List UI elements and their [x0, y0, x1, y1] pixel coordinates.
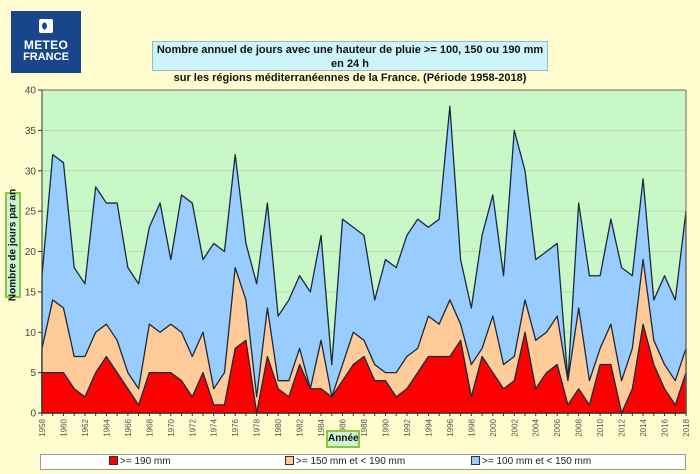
y-tick-label: 40: [25, 86, 37, 97]
x-tick-label: 1972: [188, 418, 197, 436]
x-tick-label: 1974: [210, 418, 219, 436]
x-tick-label: 2012: [618, 418, 627, 436]
y-tick-label: 10: [25, 328, 37, 339]
y-axis-label-box: Nombre de jours par an: [5, 189, 21, 301]
x-tick-label: 2016: [661, 418, 670, 436]
x-tick-label: 2004: [532, 418, 541, 436]
x-tick-label: 1988: [360, 418, 369, 436]
legend-label: >= 190 mm: [120, 456, 171, 467]
series-area-ge190: [41, 323, 687, 414]
meteo-france-emblem-icon: [39, 19, 53, 33]
y-tick-label: 5: [30, 368, 36, 379]
x-tick-label: 1962: [81, 418, 90, 436]
legend-item-ge100: >= 100 mm et < 150 mm: [471, 456, 591, 468]
x-tick-label: 1960: [59, 418, 68, 436]
x-tick-label: 1990: [381, 418, 390, 436]
x-tick-label: 1964: [102, 418, 111, 436]
x-tick-label: 1998: [467, 418, 476, 436]
x-tick-label: 2014: [639, 418, 648, 436]
x-tick-label: 1976: [231, 418, 240, 436]
x-tick-label: 1958: [38, 418, 47, 436]
x-tick-label: 1980: [274, 418, 283, 436]
x-ticks: 1958 1960 1962 1964 1966 1968 1970 1972 1974 1976…: [38, 413, 691, 437]
y-tick-label: 0: [30, 409, 36, 420]
x-tick-label: 2008: [575, 418, 584, 436]
meteo-france-logo: METEO FRANCE: [11, 11, 81, 73]
logo-text-line2: FRANCE: [23, 51, 69, 63]
chart-title-line1: Nombre annuel de jours avec une hauteur …: [156, 44, 544, 70]
legend: >= 190 mm >= 150 mm et < 190 mm >= 100 m…: [40, 454, 686, 470]
legend-item-ge150: >= 150 mm et < 190 mm: [285, 456, 405, 468]
x-tick-label: 2010: [596, 418, 605, 436]
y-tick-label: 15: [25, 287, 37, 298]
x-axis-label: Année: [328, 433, 359, 444]
chart-title-line2: sur les régions méditerranéennes de la F…: [173, 72, 527, 84]
x-tick-label: 1992: [403, 418, 412, 436]
logo-text-line1: METEO: [23, 38, 69, 52]
y-tick-label: 35: [25, 126, 37, 137]
series-areas: [41, 105, 687, 414]
x-tick-label: 1994: [424, 418, 433, 436]
x-tick-label: 2002: [510, 418, 519, 436]
x-tick-label: 1996: [446, 418, 455, 436]
y-tick-label: 30: [25, 166, 37, 177]
legend-label: >= 100 mm et < 150 mm: [482, 456, 592, 467]
x-tick-label: 1970: [167, 418, 176, 436]
x-tick-label: 2018: [682, 418, 691, 436]
y-ticks: 0 5 10 15 20 25 30 35 40: [25, 86, 42, 420]
x-tick-label: 1982: [296, 418, 305, 436]
x-tick-label: 2006: [553, 418, 562, 436]
x-tick-label: 1986: [339, 418, 348, 436]
legend-label: >= 150 mm et < 190 mm: [296, 456, 406, 467]
legend-swatch-orange-icon: [285, 456, 294, 465]
y-tick-label: 20: [25, 247, 37, 258]
x-tick-label: 1978: [253, 418, 262, 436]
chart-title: Nombre annuel de jours avec une hauteur …: [152, 41, 548, 84]
x-axis-label-box: Année: [326, 430, 360, 448]
legend-item-ge190: >= 190 mm: [109, 456, 171, 468]
x-tick-label: 1966: [124, 418, 133, 436]
x-tick-label: 1984: [317, 418, 326, 436]
x-tick-label: 2000: [489, 418, 498, 436]
legend-swatch-red-icon: [109, 456, 118, 465]
y-tick-label: 25: [25, 207, 37, 218]
x-tick-label: 1968: [145, 418, 154, 436]
legend-swatch-blue-icon: [471, 456, 480, 465]
